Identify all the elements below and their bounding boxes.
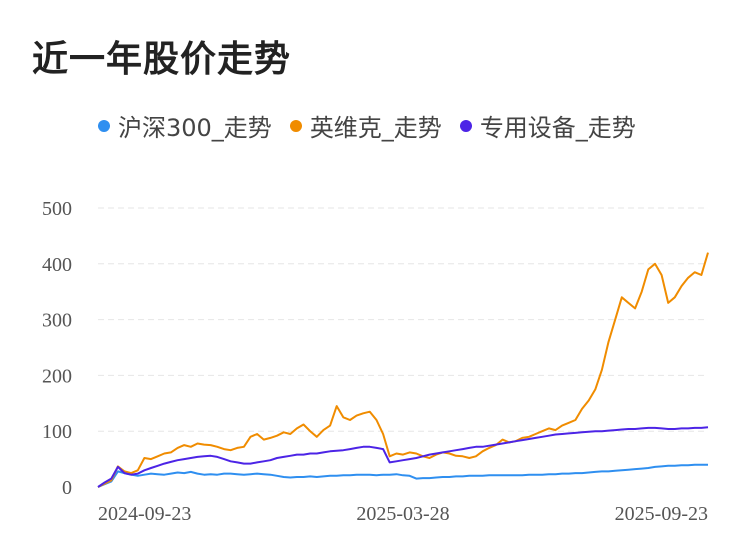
chart-title: 近一年股价走势 [32, 39, 292, 80]
gridlines [98, 207, 708, 432]
legend-label-yingweike: 英维克_走势 [309, 114, 442, 142]
y-axis-ticks: 0 100 200 300 400 500 [42, 198, 72, 499]
legend-label-hs300: 沪深300_走势 [118, 114, 272, 142]
legend: 沪深300_走势 英维克_走势 专用设备_走势 [98, 108, 654, 143]
series-line-1 [97, 252, 709, 488]
y-tick-label: 0 [62, 477, 72, 499]
legend-label-special-equipment: 专用设备_走势 [479, 114, 636, 142]
x-tick-label: 2025-03-28 [356, 503, 449, 525]
legend-item-special-equipment[interactable]: 专用设备_走势 [459, 108, 636, 143]
legend-item-yingweike[interactable]: 英维克_走势 [289, 108, 442, 143]
legend-item-hs300[interactable]: 沪深300_走势 [98, 108, 272, 143]
y-tick-label: 100 [42, 421, 72, 443]
x-tick-label: 2024-09-23 [98, 503, 191, 525]
y-tick-label: 500 [42, 198, 72, 220]
y-tick-label: 400 [42, 254, 72, 276]
y-tick-label: 300 [42, 310, 72, 332]
x-tick-label: 2025-09-23 [615, 503, 708, 525]
series-line-0 [97, 463, 708, 488]
legend-dot-hs300 [98, 119, 110, 132]
legend-dot-yingweike [289, 119, 302, 132]
y-tick-label: 200 [42, 365, 72, 387]
series-lines [97, 252, 709, 488]
series-line-2 [97, 426, 709, 488]
legend-dot-special-equipment [459, 119, 472, 132]
x-axis-ticks: 2024-09-23 2025-03-28 2025-09-23 [98, 503, 708, 525]
